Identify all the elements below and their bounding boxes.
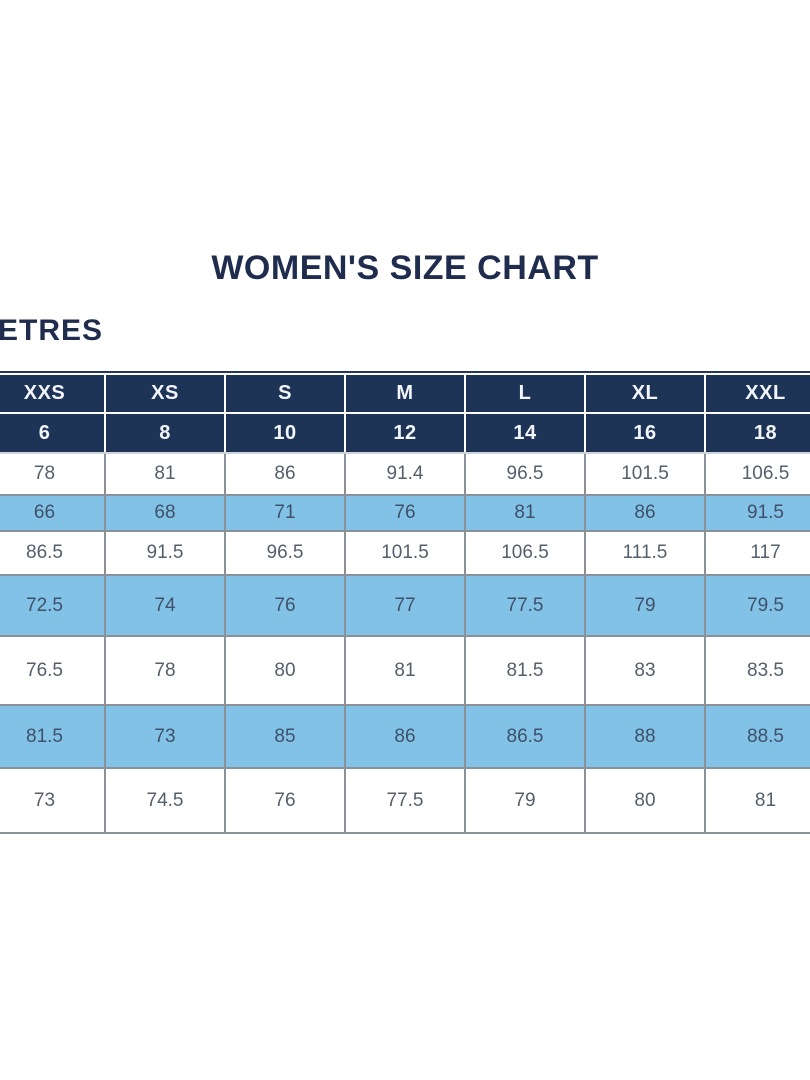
measurement-cell: 81.5 <box>465 636 586 706</box>
measurement-cell: 68 <box>105 495 226 532</box>
measurements-body: 78 81 86 91.4 96.5 101.5 106.5 66 68 71 76 81 86 91.5… <box>0 453 810 834</box>
table-row: 66 68 71 76 81 86 91.5 <box>0 495 810 532</box>
measurement-cell: 76 <box>225 575 346 637</box>
measurement-cell: 86.5 <box>465 705 586 769</box>
size-header-cell: L <box>465 375 586 414</box>
table-header: XXS XS S M L XL XXL 6 8 10 12 14 16 18 <box>0 375 810 454</box>
size-header-cell: XXS <box>0 375 106 414</box>
measurement-cell: 78 <box>105 636 226 706</box>
measurement-cell: 77.5 <box>345 768 466 834</box>
measurement-cell: 117 <box>705 531 810 576</box>
measurement-cell: 76 <box>345 495 466 532</box>
table-row: 81.5 73 85 86 86.5 88 88.5 <box>0 705 810 769</box>
measurement-cell: 73 <box>0 768 106 834</box>
measurement-cell: 91.5 <box>705 495 810 532</box>
numeric-size-cell: 6 <box>0 413 106 454</box>
measurement-cell: 81 <box>105 453 226 496</box>
measurement-cell: 81.5 <box>0 705 106 769</box>
page-title: WOMEN'S SIZE CHART <box>211 249 599 287</box>
numeric-size-row: 6 8 10 12 14 16 18 <box>0 413 810 454</box>
measurement-cell: 101.5 <box>585 453 706 496</box>
size-chart-table: XXS XS S M L XL XXL 6 8 10 12 14 16 18 78 81 86 91.4 96.… <box>0 375 810 834</box>
size-header-cell: XL <box>585 375 706 414</box>
measurement-cell: 86 <box>345 705 466 769</box>
measurement-cell: 76.5 <box>0 636 106 706</box>
measurement-cell: 88.5 <box>705 705 810 769</box>
numeric-size-cell: 18 <box>705 413 810 454</box>
measurement-cell: 72.5 <box>0 575 106 637</box>
measurement-cell: 71 <box>225 495 346 532</box>
numeric-size-cell: 14 <box>465 413 586 454</box>
measurement-cell: 77 <box>345 575 466 637</box>
measurement-cell: 80 <box>585 768 706 834</box>
measurement-cell: 86 <box>225 453 346 496</box>
measurement-cell: 83 <box>585 636 706 706</box>
measurement-cell: 85 <box>225 705 346 769</box>
measurement-cell: 73 <box>105 705 226 769</box>
table-row: 86.5 91.5 96.5 101.5 106.5 111.5 117 <box>0 531 810 576</box>
numeric-size-cell: 8 <box>105 413 226 454</box>
measurement-cell: 101.5 <box>345 531 466 576</box>
table-row: 73 74.5 76 77.5 79 80 81 <box>0 768 810 834</box>
measurement-cell: 96.5 <box>465 453 586 496</box>
measurement-cell: 106.5 <box>465 531 586 576</box>
measurement-cell: 78 <box>0 453 106 496</box>
measurement-cell: 81 <box>465 495 586 532</box>
numeric-size-cell: 10 <box>225 413 346 454</box>
measurement-cell: 80 <box>225 636 346 706</box>
measurement-cell: 77.5 <box>465 575 586 637</box>
size-header-cell: XS <box>105 375 226 414</box>
measurement-cell: 88 <box>585 705 706 769</box>
table-row: 78 81 86 91.4 96.5 101.5 106.5 <box>0 453 810 496</box>
measurement-cell: 81 <box>705 768 810 834</box>
size-header-cell: XXL <box>705 375 810 414</box>
measurement-cell: 79.5 <box>705 575 810 637</box>
numeric-size-cell: 12 <box>345 413 466 454</box>
numeric-size-cell: 16 <box>585 413 706 454</box>
size-header-cell: M <box>345 375 466 414</box>
measurement-cell: 86.5 <box>0 531 106 576</box>
measurement-cell: 74 <box>105 575 226 637</box>
table-row: 72.5 74 76 77 77.5 79 79.5 <box>0 575 810 637</box>
measurement-cell: 106.5 <box>705 453 810 496</box>
measurement-cell: 66 <box>0 495 106 532</box>
measurement-cell: 83.5 <box>705 636 810 706</box>
measurement-cell: 79 <box>465 768 586 834</box>
measurement-cell: 86 <box>585 495 706 532</box>
size-header-cell: S <box>225 375 346 414</box>
measurement-cell: 96.5 <box>225 531 346 576</box>
measurement-cell: 74.5 <box>105 768 226 834</box>
measurement-cell: 111.5 <box>585 531 706 576</box>
measurement-cell: 76 <box>225 768 346 834</box>
measurement-cell: 91.4 <box>345 453 466 496</box>
size-chart-table-wrap: XXS XS S M L XL XXL 6 8 10 12 14 16 18 78 81 86 91.4 96.… <box>0 371 810 834</box>
size-header-row: XXS XS S M L XL XXL <box>0 375 810 414</box>
measurement-cell: 79 <box>585 575 706 637</box>
table-row: 76.5 78 80 81 81.5 83 83.5 <box>0 636 810 706</box>
measurement-cell: 81 <box>345 636 466 706</box>
measurement-cell: 91.5 <box>105 531 226 576</box>
unit-label: ETRES <box>0 314 104 347</box>
